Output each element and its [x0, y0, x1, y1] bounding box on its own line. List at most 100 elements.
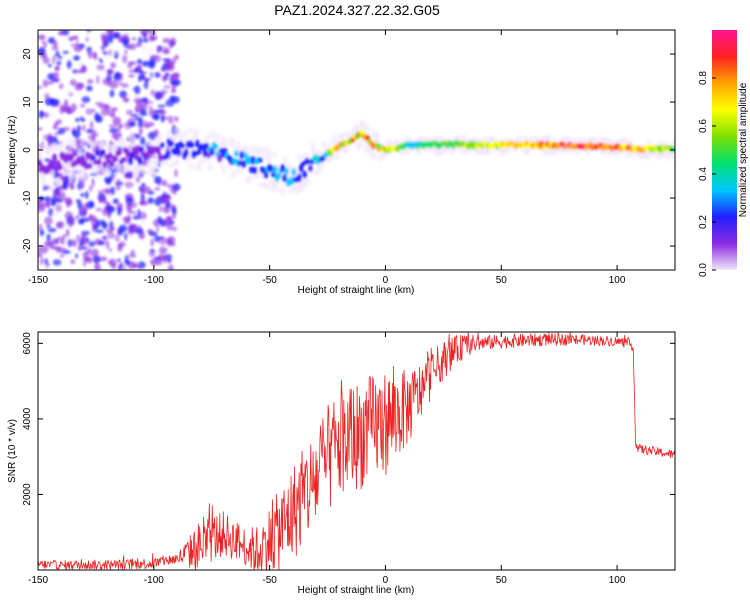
heatmap-halo-cell [546, 135, 553, 143]
colorbar-tick-label: 0.6 [698, 119, 709, 133]
heatmap-noise-cell [105, 34, 115, 40]
heatmap-noise-cell [58, 30, 67, 35]
heatmap-noise-cell [168, 77, 175, 82]
heatmap-noise-cell [56, 236, 65, 241]
snr-x-axis: -150 -100 -50 0 50 100 [28, 332, 626, 586]
heatmap-noise-cell [77, 244, 82, 252]
heatmap-noise-cell [115, 182, 124, 186]
heatmap-noise-cell [109, 139, 113, 146]
heatmap-noise-cell [55, 222, 64, 228]
heatmap-noise-cell [88, 51, 92, 60]
heatmap-ridge-cell [291, 168, 297, 176]
heatmap-noise-cell [139, 112, 148, 116]
heatmap-noise-cell [111, 262, 117, 270]
heatmap-noise-cell [140, 194, 145, 203]
heatmap-noise-cell [132, 215, 141, 220]
heatmap-halo-cell [371, 151, 378, 161]
spectrogram-heatmap [38, 30, 675, 270]
heatmap-halo-cell [215, 133, 222, 140]
y-tick-label: 4000 [22, 407, 33, 430]
heatmap-halo-cell [399, 150, 406, 157]
heatmap-noise-cell [162, 37, 171, 44]
heatmap-halo-cell [129, 140, 136, 148]
heatmap-ridge-cell [156, 146, 161, 155]
heatmap-noise-cell [140, 108, 147, 114]
heatmap-noise-cell [44, 92, 50, 100]
heatmap-noise-cell [157, 92, 165, 96]
heatmap-noise-cell [157, 104, 166, 108]
heatmap-noise-cell [88, 185, 93, 192]
heatmap-halo-cell [271, 183, 278, 193]
heatmap-noise-cell [148, 231, 158, 237]
heatmap-halo-cell [296, 154, 303, 162]
heatmap-noise-cell [163, 85, 171, 89]
heatmap-noise-cell [46, 233, 52, 242]
heatmap-halo-cell [210, 133, 217, 138]
heatmap-noise-cell [118, 224, 128, 232]
heatmap-ridge-cell [250, 155, 256, 165]
heatmap-noise-cell [172, 183, 181, 191]
heatmap-noise-cell [154, 187, 161, 191]
heatmap-ridge-cell [100, 149, 106, 156]
heatmap-noise-cell [46, 224, 51, 228]
heatmap-halo-cell [282, 155, 289, 164]
heatmap-noise-cell [160, 195, 170, 204]
heatmap-noise-cell [86, 128, 94, 134]
heatmap-ridge-cell [169, 140, 174, 147]
heatmap-noise-cell [86, 85, 93, 92]
heatmap-halo-cell [235, 140, 242, 148]
heatmap-ridge-cell [246, 155, 252, 165]
heatmap-noise-cell [158, 246, 168, 255]
snr-y-axis: 2000 4000 6000 [22, 332, 675, 506]
heatmap-noise-cell [83, 217, 90, 222]
heatmap-ridge-cell [159, 142, 165, 149]
y-tick-label: -20 [22, 238, 33, 253]
heatmap-noise-cell [75, 69, 84, 74]
heatmap-noise-cell [116, 229, 121, 236]
heatmap-noise-cell [38, 253, 43, 257]
heatmap-noise-cell [166, 64, 173, 69]
heatmap-halo-cell [265, 182, 272, 190]
heatmap-noise-cell [154, 176, 162, 184]
heatmap-noise-cell [85, 30, 90, 38]
heatmap-ridge-cell [57, 163, 63, 171]
heatmap-ridge-cell [133, 151, 139, 161]
heatmap-ridge-cell [70, 161, 76, 168]
heatmap-noise-cell [154, 55, 161, 63]
heatmap-noise-cell [106, 187, 110, 196]
heatmap-noise-cell [95, 75, 100, 85]
heatmap-noise-cell [109, 54, 113, 60]
heatmap-noise-cell [117, 81, 123, 86]
heatmap-noise-cell [69, 79, 77, 86]
heatmap-noise-cell [154, 235, 160, 243]
heatmap-noise-cell [121, 83, 129, 88]
heatmap-noise-cell [172, 207, 177, 215]
heatmap-noise-cell [140, 73, 145, 81]
heatmap-ridge-cell [213, 143, 219, 150]
spectrogram-y-label: Frequency (Hz) [7, 116, 18, 185]
x-tick-label: 100 [609, 575, 626, 586]
spectrogram-x-label: Height of straight line (km) [298, 285, 415, 296]
heatmap-noise-cell [127, 228, 135, 236]
heatmap-noise-cell [97, 240, 106, 246]
heatmap-noise-cell [57, 127, 66, 135]
heatmap-noise-cell [47, 73, 54, 80]
heatmap-noise-cell [125, 203, 131, 211]
heatmap-noise-cell [98, 103, 108, 109]
heatmap-noise-cell [62, 224, 70, 228]
heatmap-halo-cell [140, 167, 147, 175]
heatmap-noise-cell [91, 178, 95, 187]
x-tick-label: 50 [496, 275, 508, 286]
heatmap-halo-cell [332, 133, 339, 141]
y-tick-label: 2000 [22, 483, 33, 506]
heatmap-ridge-cell [106, 155, 111, 165]
heatmap-noise-cell [134, 85, 141, 95]
heatmap-noise-cell [40, 141, 45, 150]
heatmap-noise-cell [47, 228, 57, 233]
heatmap-halo-cell [468, 146, 475, 154]
heatmap-halo-cell [418, 136, 425, 141]
heatmap-halo-cell [54, 177, 61, 185]
heatmap-noise-cell [116, 258, 121, 262]
heatmap-noise-cell [172, 72, 180, 79]
heatmap-noise-cell [85, 36, 89, 42]
